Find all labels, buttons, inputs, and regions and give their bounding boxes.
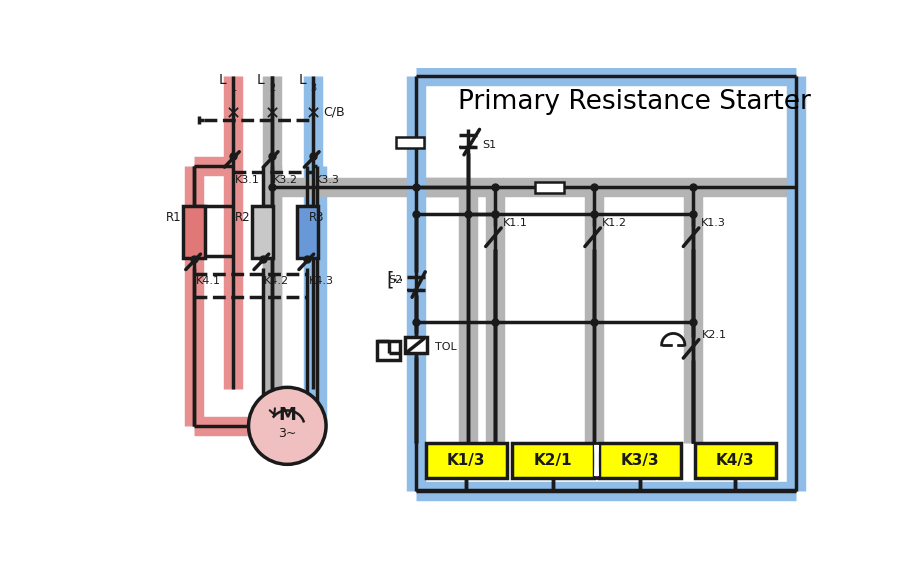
- Text: L: L: [219, 73, 226, 87]
- Text: 3: 3: [311, 83, 316, 93]
- Text: K4/3: K4/3: [716, 453, 754, 468]
- Text: ✕: ✕: [265, 105, 279, 123]
- Text: S1: S1: [482, 140, 496, 150]
- Text: R1: R1: [166, 211, 182, 224]
- Text: S2: S2: [388, 275, 402, 285]
- Text: K1.2: K1.2: [602, 218, 627, 228]
- Text: R2: R2: [234, 211, 250, 224]
- Text: K3/3: K3/3: [621, 453, 659, 468]
- Text: K2.1: K2.1: [702, 330, 727, 340]
- FancyBboxPatch shape: [377, 341, 400, 360]
- FancyBboxPatch shape: [426, 443, 507, 478]
- Text: K4.1: K4.1: [195, 276, 221, 286]
- Text: K4.3: K4.3: [309, 276, 334, 286]
- Text: [: [: [386, 270, 395, 289]
- FancyBboxPatch shape: [405, 337, 427, 354]
- Text: K1.1: K1.1: [502, 218, 527, 228]
- Text: 2: 2: [269, 83, 276, 93]
- FancyBboxPatch shape: [252, 206, 273, 258]
- Text: K3.2: K3.2: [273, 175, 299, 185]
- Text: ✕: ✕: [226, 105, 241, 123]
- Text: K2/1: K2/1: [534, 453, 573, 468]
- FancyBboxPatch shape: [183, 206, 206, 258]
- FancyBboxPatch shape: [535, 182, 564, 193]
- Text: R3: R3: [309, 211, 325, 224]
- Text: K1/3: K1/3: [447, 453, 486, 468]
- Text: C/B: C/B: [323, 105, 345, 118]
- Text: 1: 1: [230, 83, 237, 93]
- FancyBboxPatch shape: [513, 443, 594, 478]
- Text: TOL: TOL: [435, 342, 457, 353]
- Text: L: L: [298, 73, 306, 87]
- Text: Primary Resistance Starter: Primary Resistance Starter: [458, 89, 811, 115]
- Circle shape: [249, 388, 326, 464]
- FancyBboxPatch shape: [594, 443, 599, 478]
- Text: M: M: [278, 406, 296, 424]
- Text: 3~: 3~: [278, 427, 297, 440]
- Text: K4.2: K4.2: [264, 276, 290, 286]
- Text: K1.3: K1.3: [701, 218, 726, 228]
- Text: K3.1: K3.1: [234, 175, 259, 185]
- Text: ✕: ✕: [305, 105, 321, 123]
- FancyBboxPatch shape: [297, 206, 318, 258]
- Text: K3.3: K3.3: [314, 175, 339, 185]
- FancyBboxPatch shape: [599, 443, 680, 478]
- FancyBboxPatch shape: [694, 443, 776, 478]
- Text: L: L: [257, 73, 265, 87]
- FancyBboxPatch shape: [396, 137, 424, 148]
